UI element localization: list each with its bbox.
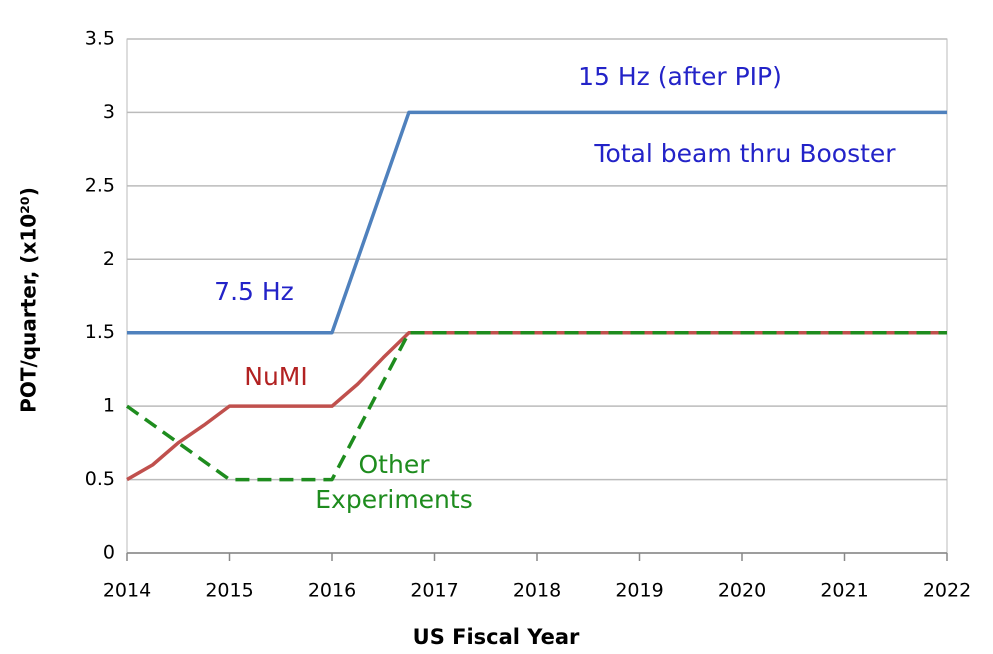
annotation: Total beam thru Booster: [593, 139, 896, 168]
annotation: NuMI: [244, 362, 308, 391]
annotation: Other: [359, 450, 431, 479]
series-line: [126, 330, 947, 482]
x-tick-label: 2022: [923, 580, 971, 602]
y-tick-label: 3.5: [85, 28, 115, 50]
y-tick-label: 2.5: [85, 174, 115, 196]
x-axis-label: US Fiscal Year: [413, 625, 580, 649]
y-tick-label: 1.5: [85, 321, 115, 343]
x-tick-label: 2016: [308, 580, 356, 602]
x-tick-label: 2017: [410, 580, 458, 602]
series-line: [125, 330, 947, 482]
x-tick-label: 2021: [820, 580, 868, 602]
y-tick-label: 2: [103, 248, 115, 270]
x-tick-label: 2019: [615, 580, 663, 602]
y-tick-label: 0.5: [85, 468, 115, 490]
y-tick-label: 1: [103, 395, 115, 417]
annotation: Experiments: [315, 485, 472, 514]
x-tick-label: 2018: [513, 580, 561, 602]
annotation: 7.5 Hz: [214, 277, 294, 306]
annotation: 15 Hz (after PIP): [578, 62, 782, 91]
y-tick-label: 3: [103, 101, 115, 123]
x-tick-label: 2014: [103, 580, 151, 602]
x-tick-label: 2020: [718, 580, 766, 602]
y-tick-label: 0: [103, 542, 115, 564]
x-tick-label: 2015: [205, 580, 253, 602]
series-line: [127, 110, 947, 335]
y-axis-label: POT/quarter, (x10²⁰): [17, 187, 41, 413]
